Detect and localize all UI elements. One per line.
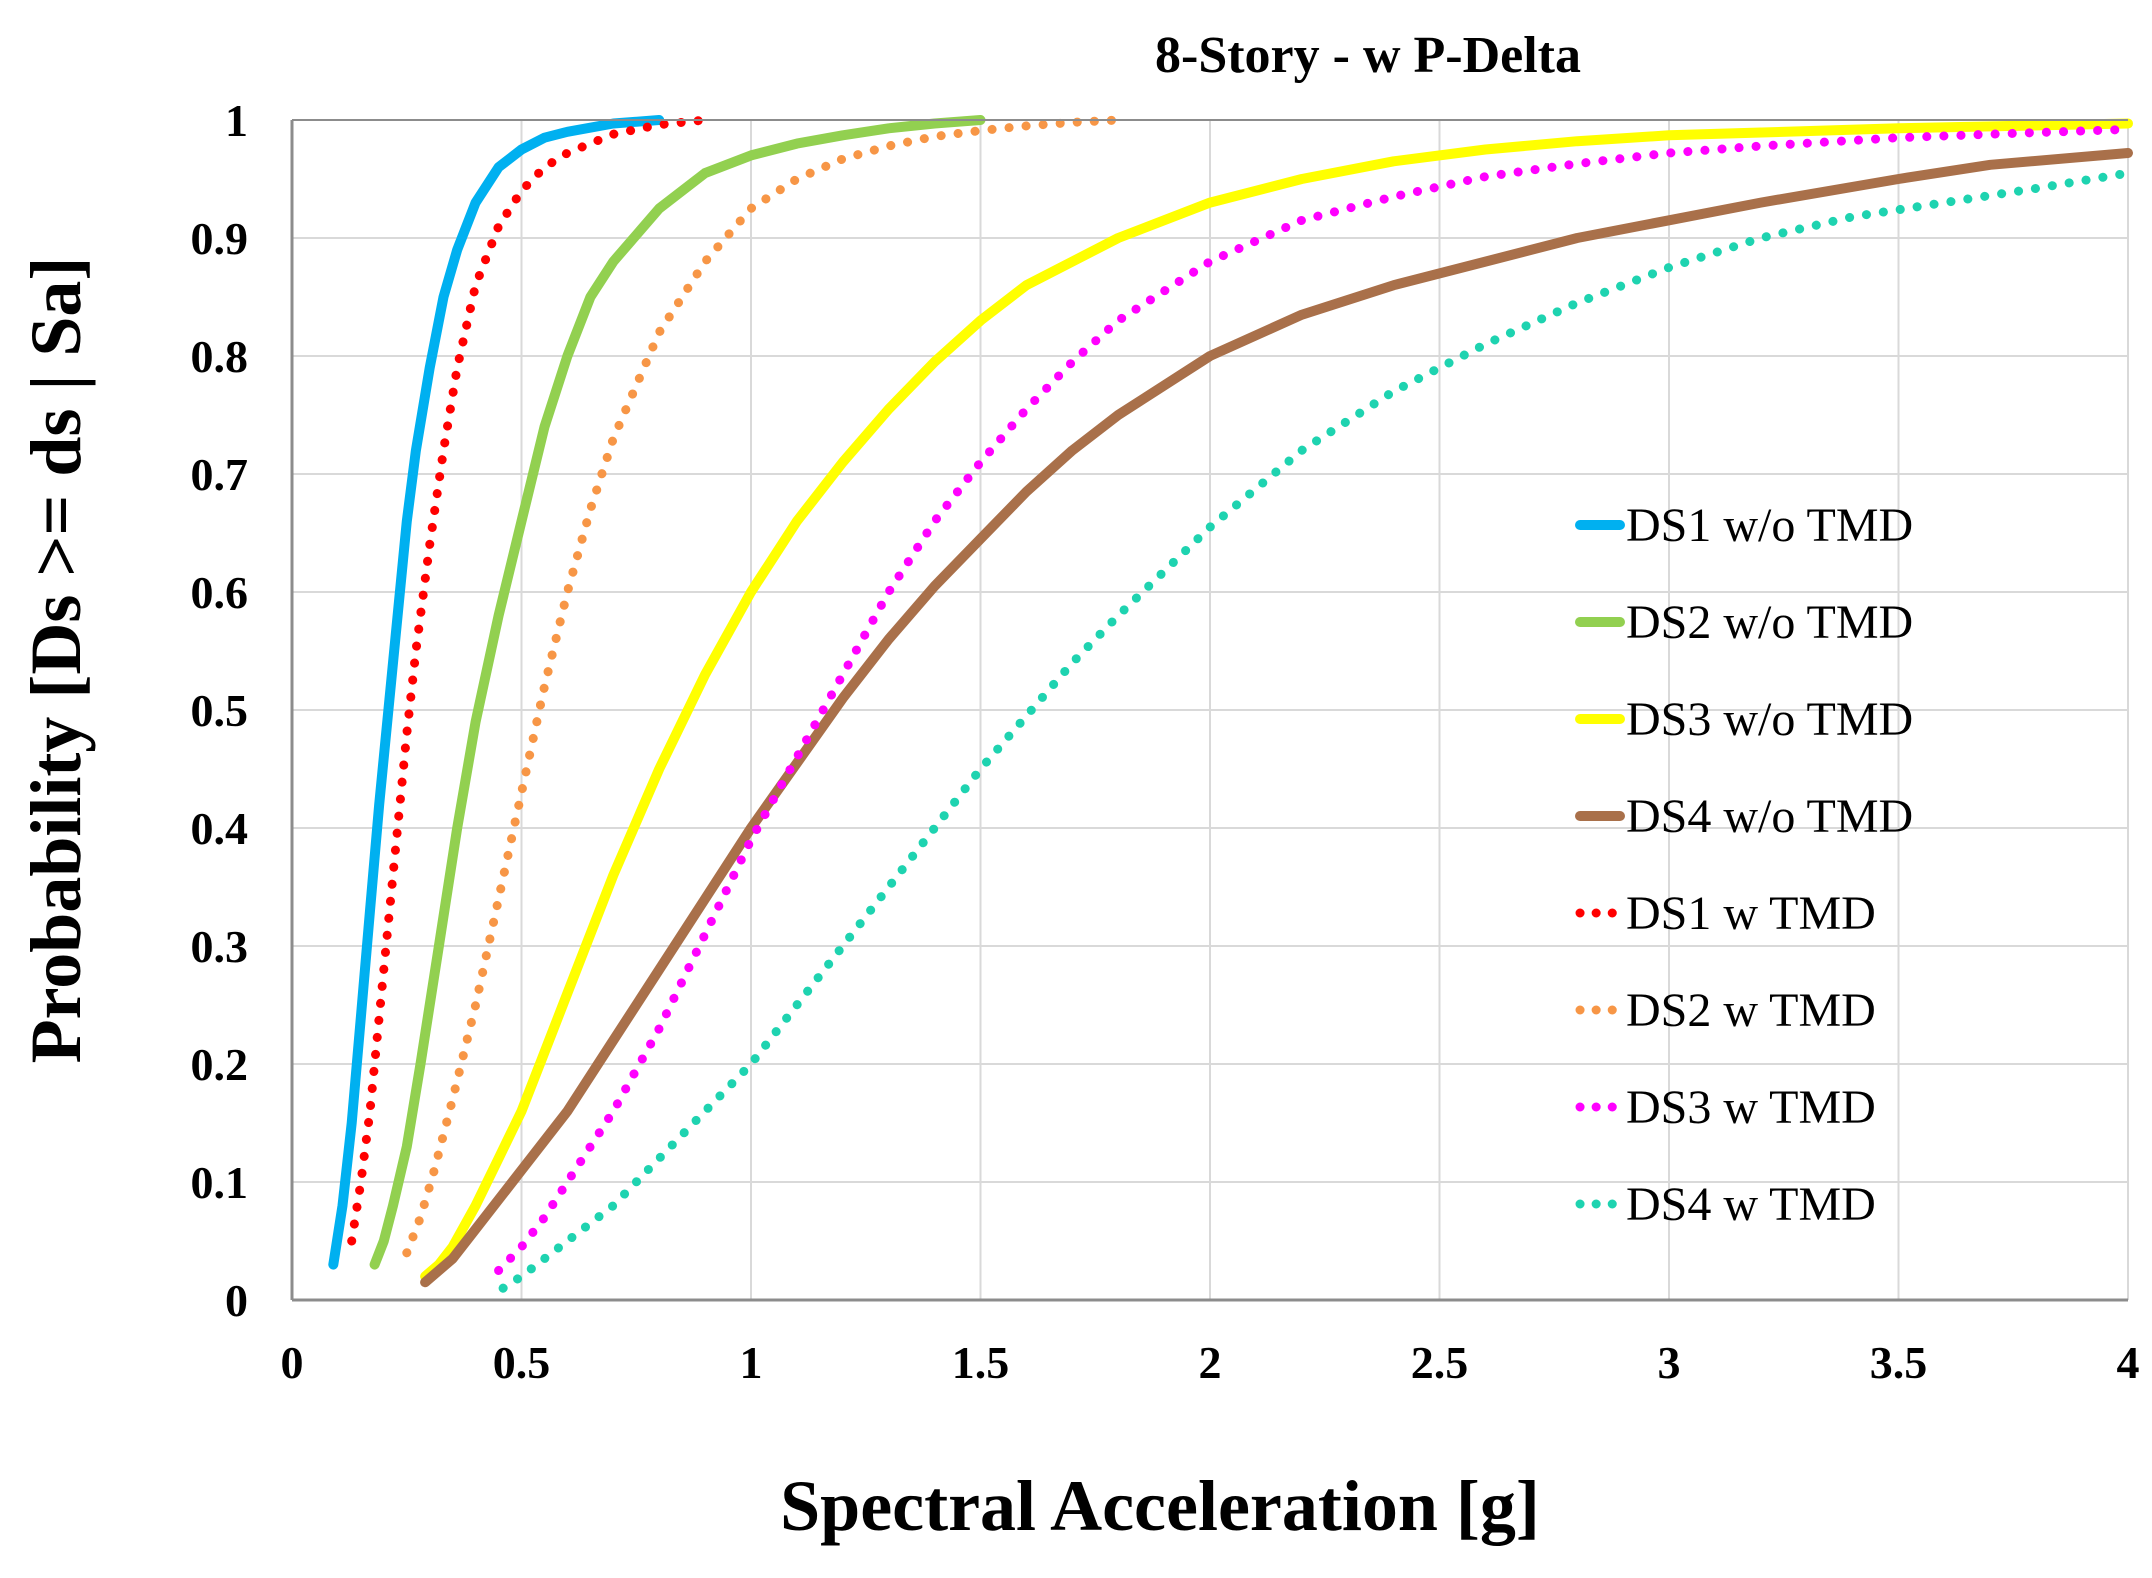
series-line-4 bbox=[420, 148, 2133, 1288]
x-tick-label: 2.5 bbox=[1411, 1337, 1469, 1388]
y-tick-label: 0.7 bbox=[191, 449, 249, 500]
y-tick-label: 0.8 bbox=[191, 331, 249, 382]
y-tick-label: 0.4 bbox=[191, 803, 249, 854]
legend-label: DS1 w TMD bbox=[1626, 887, 1876, 940]
legend-label: DS3 w/o TMD bbox=[1626, 693, 1913, 746]
x-tick-label: 3 bbox=[1658, 1337, 1681, 1388]
x-tick-label: 4 bbox=[2117, 1337, 2140, 1388]
y-tick-label: 0.1 bbox=[191, 1157, 249, 1208]
legend-label: DS3 w TMD bbox=[1626, 1081, 1876, 1134]
legend-label: DS4 w TMD bbox=[1626, 1178, 1876, 1231]
series-line-3 bbox=[420, 118, 2133, 1282]
y-tick-label: 0.6 bbox=[191, 567, 249, 618]
gridlines bbox=[292, 119, 2129, 1300]
series-group bbox=[328, 115, 2133, 1293]
x-tick-label: 0.5 bbox=[493, 1337, 551, 1388]
tick-labels: 0 0.5 1 1.5 2 2.5 3 3.5 4 0 0.1 0.2 0.3 0.4 0.5 0.6 0.7 0… bbox=[191, 95, 2140, 1388]
y-tick-label: 0.5 bbox=[191, 685, 249, 736]
series-line-5 bbox=[347, 115, 710, 1246]
series-line-2 bbox=[369, 115, 986, 1270]
legend-label: DS2 w/o TMD bbox=[1626, 596, 1913, 649]
series-line-6 bbox=[402, 115, 1123, 1258]
y-tick-label: 1 bbox=[225, 95, 248, 146]
legend-label: DS1 w/o TMD bbox=[1626, 499, 1913, 552]
legend-label: DS2 w TMD bbox=[1626, 984, 1876, 1037]
y-tick-label: 0.9 bbox=[191, 213, 249, 264]
y-axis-title: Probability [Ds >= ds | Sa] bbox=[16, 257, 96, 1064]
x-tick-label: 1.5 bbox=[952, 1337, 1010, 1388]
x-tick-label: 2 bbox=[1199, 1337, 1222, 1388]
x-axis-title: Spectral Acceleration [g] bbox=[780, 1466, 1540, 1546]
x-tick-label: 3.5 bbox=[1870, 1337, 1928, 1388]
y-tick-label: 0.3 bbox=[191, 921, 249, 972]
series-line-1 bbox=[328, 115, 665, 1270]
series-line-7 bbox=[494, 124, 2133, 1275]
chart-title: 8-Story - w P-Delta bbox=[1155, 27, 1581, 84]
axes bbox=[290, 119, 2128, 1302]
x-tick-label: 0 bbox=[281, 1337, 304, 1388]
legend-label: DS4 w/o TMD bbox=[1626, 790, 1913, 843]
y-tick-label: 0.2 bbox=[191, 1039, 249, 1090]
y-tick-label: 0 bbox=[225, 1275, 248, 1326]
x-tick-label: 1 bbox=[740, 1337, 763, 1388]
legend: DS1 w/o TMD DS2 w/o TMD DS3 w/o TMD DS4 w/o… bbox=[1575, 499, 1913, 1231]
